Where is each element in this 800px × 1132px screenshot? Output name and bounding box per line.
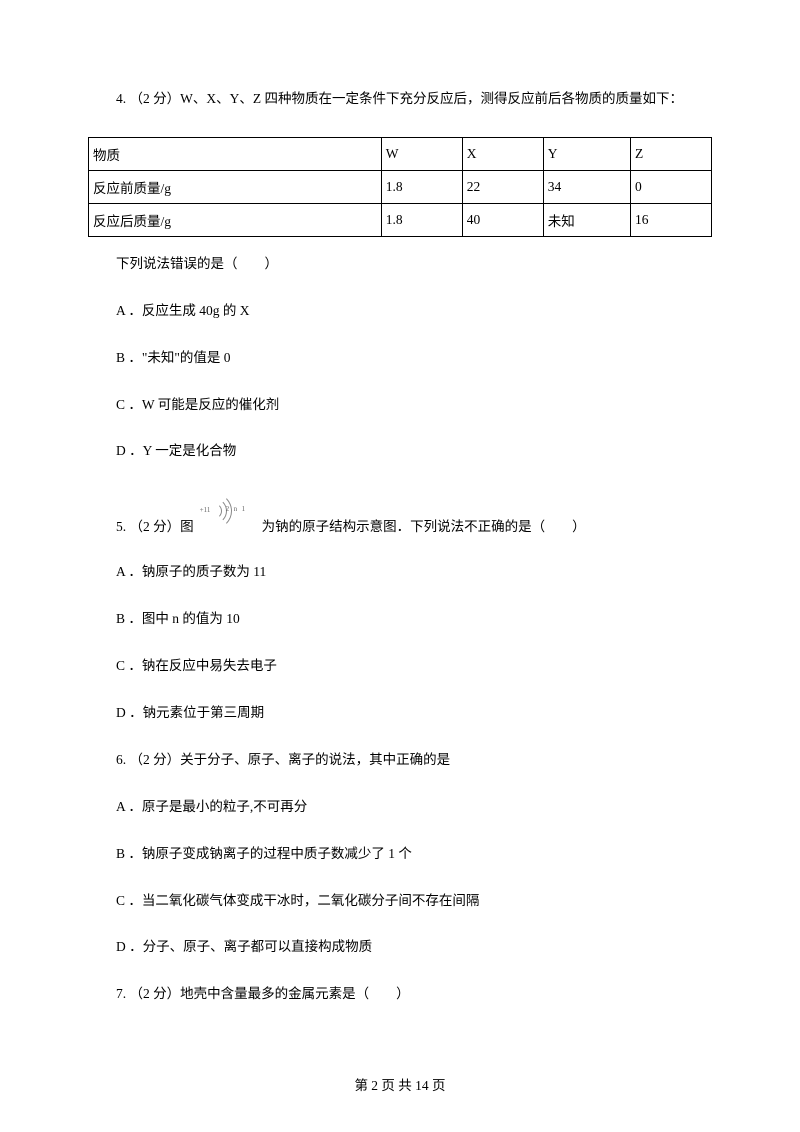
q4-option-a: A ．反应生成 40g 的 X [88, 302, 712, 321]
q7-stem: 7. （2 分）地壳中含量最多的金属元素是（ ） [88, 985, 712, 1004]
q5-option-b: B ．图中 n 的值为 10 [88, 610, 712, 629]
atom-shell-3: 1 [242, 505, 246, 513]
q4-after-table: 下列说法错误的是（ ） [88, 255, 712, 274]
cell: 1.8 [381, 203, 462, 236]
q5-option-c: C ．钠在反应中易失去电子 [88, 657, 712, 676]
cell: 0 [630, 170, 711, 203]
q6-option-a: A ．原子是最小的粒子,不可再分 [88, 798, 712, 817]
q6-option-b: B ．钠原子变成钠离子的过程中质子数减少了 1 个 [88, 845, 712, 864]
cell: 16 [630, 203, 711, 236]
cell: W [381, 137, 462, 170]
cell: 反应后质量/g [89, 203, 382, 236]
q4-option-c: C ．W 可能是反应的催化剂 [88, 396, 712, 415]
page-footer: 第 2 页 共 14 页 [0, 1074, 800, 1094]
cell: 22 [462, 170, 543, 203]
cell: 1.8 [381, 170, 462, 203]
atom-shell-1: 2 [226, 505, 230, 513]
q6-option-c: C ．当二氧化碳气体变成干冰时，二氧化碳分子间不存在间隔 [88, 892, 712, 911]
table-row: 物质 W X Y Z [89, 137, 712, 170]
cell: X [462, 137, 543, 170]
atom-structure-icon: +11 2 n 1 [200, 489, 256, 533]
q6-option-d: D ．分子、原子、离子都可以直接构成物质 [88, 938, 712, 957]
q6-stem: 6. （2 分）关于分子、原子、离子的说法，其中正确的是 [88, 751, 712, 770]
q4-option-d: D ．Y 一定是化合物 [88, 442, 712, 461]
q5-option-d: D ．钠元素位于第三周期 [88, 704, 712, 723]
q4-table: 物质 W X Y Z 反应前质量/g 1.8 22 34 0 反应后质量/g 1… [88, 137, 712, 237]
q5-stem-post: 为钠的原子结构示意图．下列说法不正确的是（ ） [262, 515, 586, 535]
table-row: 反应前质量/g 1.8 22 34 0 [89, 170, 712, 203]
cell: Z [630, 137, 711, 170]
cell: 未知 [543, 203, 630, 236]
page-content: 4. （2 分）W、X、Y、Z 四种物质在一定条件下充分反应后，测得反应前后各物… [0, 0, 800, 1004]
cell: Y [543, 137, 630, 170]
cell: 反应前质量/g [89, 170, 382, 203]
q5-stem-pre: 5. （2 分）图 [116, 515, 194, 535]
cell: 物质 [89, 137, 382, 170]
cell: 34 [543, 170, 630, 203]
table-row: 反应后质量/g 1.8 40 未知 16 [89, 203, 712, 236]
q4-stem: 4. （2 分）W、X、Y、Z 四种物质在一定条件下充分反应后，测得反应前后各物… [88, 90, 712, 109]
atom-center-label: +11 [200, 506, 211, 514]
q4-option-b: B ．"未知"的值是 0 [88, 349, 712, 368]
atom-shell-2: n [234, 505, 238, 513]
q5-stem-row: 5. （2 分）图 +11 2 n 1 为钠的原子结构示意图．下列说法不正确的是… [88, 489, 712, 535]
q5-option-a: A ．钠原子的质子数为 11 [88, 563, 712, 582]
cell: 40 [462, 203, 543, 236]
